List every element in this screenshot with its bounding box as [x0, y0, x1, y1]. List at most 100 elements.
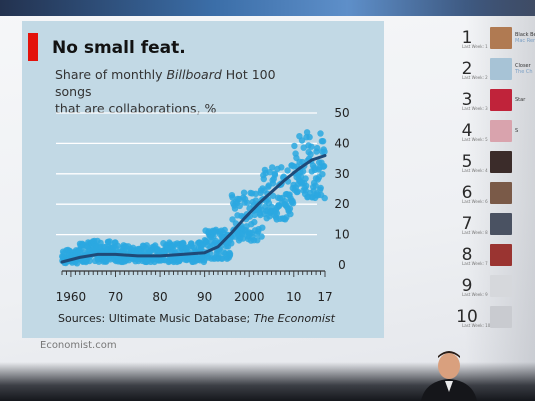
song-title: S	[515, 127, 519, 134]
data-point	[236, 202, 243, 210]
rank-number: 2	[461, 58, 473, 79]
x-tick-label-2000: 2000	[234, 290, 265, 304]
data-point	[303, 182, 310, 190]
album-thumbnail	[490, 212, 512, 235]
x-tick-label-70: 70	[108, 290, 123, 304]
data-point	[269, 164, 276, 171]
source-prefix: Sources: Ultimate Music Database;	[58, 312, 254, 325]
album-thumbnail	[490, 150, 512, 173]
data-point	[260, 175, 267, 183]
chart-title: No small feat.	[52, 38, 186, 58]
ranking-item-2: 2 Last Week: 2 Closer The Ch	[452, 53, 535, 84]
data-point	[300, 144, 307, 151]
song-title: Closer	[515, 62, 531, 69]
data-point	[320, 162, 328, 170]
data-point	[314, 144, 321, 152]
data-point	[306, 133, 313, 141]
album-thumbnail	[490, 26, 512, 49]
song-artist: Mac Rema	[515, 37, 535, 44]
x-tick-label-90: 90	[197, 290, 212, 304]
data-point	[221, 226, 228, 234]
data-point	[317, 130, 324, 137]
album-thumbnail	[490, 57, 512, 80]
x-tick-label-1960: 1960	[56, 290, 87, 304]
ranking-item-7: 7 Last Week: 8	[452, 208, 535, 239]
data-point	[294, 188, 301, 195]
data-point	[239, 235, 247, 242]
data-point	[319, 138, 327, 145]
ranking-item-8: 8 Last Week: 7	[452, 239, 535, 270]
data-point	[228, 240, 235, 247]
data-point	[317, 184, 324, 192]
data-point	[289, 200, 297, 207]
rank-number: 7	[461, 213, 473, 234]
x-tick-label-10: 10	[286, 290, 301, 304]
rank-last-week: Last Week: 8	[462, 230, 488, 235]
data-point	[269, 192, 277, 199]
rank-last-week: Last Week: 9	[462, 292, 488, 297]
rank-number: 1	[461, 27, 473, 48]
subtitle-suffix: Hot 100 songs	[55, 67, 276, 99]
album-thumbnail	[490, 181, 512, 204]
rank-number: 9	[461, 275, 473, 296]
song-artist: The Ch	[515, 68, 533, 75]
data-point	[114, 242, 121, 249]
song-title: Black Be	[515, 31, 535, 38]
data-point	[271, 171, 279, 179]
data-point	[273, 210, 281, 217]
data-point	[143, 242, 150, 249]
trend-line	[60, 154, 327, 264]
source-italic: The Economist	[253, 312, 335, 325]
album-thumbnail	[490, 88, 512, 111]
chart-card	[22, 21, 384, 338]
rank-number: 5	[461, 151, 473, 172]
rank-number: 6	[461, 182, 473, 203]
data-point	[307, 151, 314, 158]
album-thumbnail	[490, 243, 512, 266]
data-point	[244, 199, 251, 206]
subtitle-prefix: Share of monthly	[55, 67, 167, 82]
economist-red-tag	[28, 33, 38, 61]
data-point	[286, 205, 294, 212]
y-tick-label-40: 40	[334, 136, 349, 150]
data-point	[251, 218, 258, 226]
rank-last-week: Last Week: 10	[462, 323, 491, 328]
data-point	[226, 250, 234, 258]
x-tick-label-17: 17	[317, 290, 332, 304]
album-thumbnail	[490, 119, 512, 142]
ranking-item-6: 6 Last Week: 6	[452, 177, 535, 208]
song-info: S	[515, 128, 535, 134]
album-thumbnail	[490, 274, 512, 297]
rank-number: 10	[456, 306, 478, 327]
ranking-item-9: 9 Last Week: 9	[452, 270, 535, 301]
x-tick-label-80: 80	[152, 290, 167, 304]
data-point	[299, 168, 307, 175]
ranking-item-10: 10 Last Week: 10	[452, 301, 535, 332]
rank-last-week: Last Week: 2	[462, 75, 488, 80]
y-tick-label-30: 30	[334, 167, 349, 181]
rank-last-week: Last Week: 3	[462, 106, 488, 111]
data-point	[321, 148, 328, 155]
song-info: Star	[515, 97, 535, 103]
data-point	[106, 238, 113, 245]
album-thumbnail	[490, 305, 512, 328]
rank-number: 8	[461, 244, 473, 265]
y-tick-label-50: 50	[334, 106, 349, 120]
rank-number: 3	[461, 89, 473, 110]
data-point	[259, 224, 266, 231]
data-point	[251, 211, 258, 219]
data-point	[254, 237, 261, 244]
y-tick-label-10: 10	[334, 228, 349, 242]
subtitle-line2: that are collaborations, %	[55, 101, 217, 116]
data-point	[252, 190, 259, 197]
data-point	[319, 171, 326, 178]
gridlines	[56, 112, 317, 236]
rank-last-week: Last Week: 1	[462, 44, 488, 49]
rank-last-week: Last Week: 6	[462, 199, 488, 204]
ranking-item-4: 4 Last Week: 5 S	[452, 115, 535, 146]
y-tick-label-0: 0	[338, 258, 346, 272]
